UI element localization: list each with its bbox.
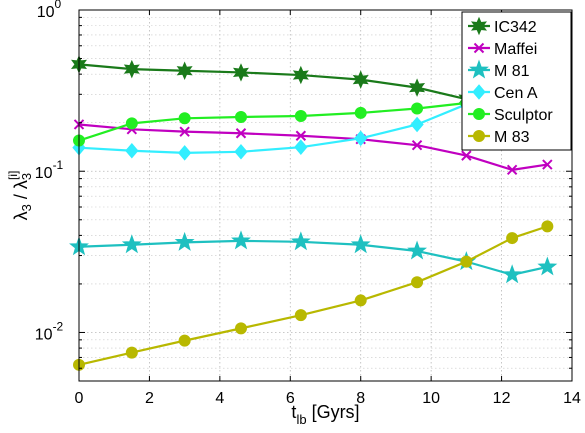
legend-item-sculptor: Sculptor <box>468 107 553 124</box>
data-point-maffei <box>461 150 472 161</box>
legend-marker <box>469 59 489 79</box>
x-tick-label: 8 <box>356 390 365 407</box>
legend-label: Sculptor <box>494 107 553 124</box>
tick-labels: 0 2 4 6 8 10 12 14 10-2 10-1 100 <box>35 0 581 407</box>
legend-label: Cen A <box>494 85 538 102</box>
data-point-sculptor <box>354 106 367 119</box>
legend-box <box>461 11 572 151</box>
y-axis-label-b-sup: [i] <box>6 171 20 180</box>
y-axis-label-b-sub: 3 <box>19 173 34 180</box>
data-point-maffei <box>235 128 247 139</box>
data-point-maffei <box>295 130 307 141</box>
data-point-maffei <box>179 126 190 137</box>
data-point-sculptor <box>178 112 191 125</box>
x-tick-label: 14 <box>563 390 581 407</box>
legend-marker <box>473 42 485 54</box>
x-axis-label-main: t <box>291 402 296 422</box>
series-sculptor <box>73 96 473 147</box>
x-axis-label: tlb [Gyrs] <box>291 402 359 427</box>
data-point-sculptor <box>411 102 424 115</box>
data-point-sculptor <box>294 110 307 123</box>
legend: IC342 Maffei M 81 Cen A Sculptor M 83 <box>461 11 572 151</box>
data-point-m-81 <box>121 234 142 254</box>
data-point-maffei <box>411 140 423 151</box>
series-m-81 <box>69 230 558 284</box>
x-axis-label-sub: lb <box>296 412 306 427</box>
legend-marker <box>472 84 486 100</box>
data-point-ic342 <box>292 65 309 85</box>
legend-label: M 83 <box>494 129 530 146</box>
data-point-sculptor <box>234 110 247 123</box>
plot-frame <box>78 9 573 382</box>
data-point-ic342 <box>176 61 193 80</box>
y-axis-label-b: λ <box>11 180 31 189</box>
y-tick-label: 10-1 <box>35 158 64 182</box>
series-line-sculptor <box>78 101 467 142</box>
data-point-ic342 <box>352 70 369 89</box>
x-tick-label: 4 <box>215 390 224 407</box>
series-layer <box>69 55 558 371</box>
y-axis-label-slash: / <box>11 189 31 204</box>
data-point-m-83 <box>460 255 473 268</box>
data-point-cen-a <box>125 142 139 159</box>
y-tick-label: 100 <box>37 0 62 21</box>
y-axis-label-a: λ <box>11 211 31 220</box>
series-ic342 <box>70 55 475 109</box>
data-point-cen-a <box>234 144 248 160</box>
data-point-ic342 <box>409 78 426 97</box>
x-axis-label-rest: [Gyrs] <box>307 402 360 422</box>
data-point-maffei <box>506 164 518 176</box>
data-point-ic342 <box>123 59 140 79</box>
legend-marker <box>473 130 485 142</box>
x-tick-label: 10 <box>422 390 440 407</box>
data-point-m-83 <box>354 294 367 307</box>
y-axis-label-a-sub: 3 <box>19 204 34 211</box>
legend-item-ic342: IC342 <box>468 16 537 36</box>
legend-item-m-81: M 81 <box>468 59 530 80</box>
legend-label: Maffei <box>494 41 537 58</box>
data-point-m-81 <box>174 231 195 251</box>
y-tick-label: 10-2 <box>35 319 64 343</box>
series-m-83 <box>73 220 554 371</box>
data-point-ic342 <box>232 63 249 82</box>
legend-item-m-83: M 83 <box>468 129 530 146</box>
data-point-m-81 <box>407 240 428 260</box>
data-point-sculptor <box>125 117 138 130</box>
series-line-m-81 <box>78 239 548 276</box>
x-tick-label: 0 <box>75 390 84 407</box>
data-point-m-83 <box>234 322 247 335</box>
legend-item-maffei: Maffei <box>468 41 537 58</box>
data-point-m-83 <box>294 309 307 322</box>
data-point-m-83 <box>178 334 191 347</box>
data-point-m-81 <box>537 256 558 276</box>
legend-item-cen-a: Cen A <box>468 84 538 102</box>
data-point-m-81 <box>231 230 251 250</box>
data-point-m-83 <box>541 220 554 233</box>
data-point-m-81 <box>290 231 311 251</box>
data-point-maffei <box>542 159 553 170</box>
series-line-cen-a <box>78 103 467 154</box>
data-point-cen-a <box>410 116 424 133</box>
series-line-m-83 <box>78 225 548 366</box>
data-point-m-81 <box>350 234 371 254</box>
data-point-cen-a <box>294 139 308 155</box>
y-axis-label: λ3 / λ3[i] <box>6 171 34 221</box>
data-point-m-83 <box>506 232 519 245</box>
data-point-m-83 <box>125 346 138 359</box>
data-point-m-83 <box>411 276 424 289</box>
data-point-cen-a <box>177 145 192 161</box>
series-line-maffei <box>78 123 548 171</box>
legend-label: M 81 <box>494 63 530 80</box>
legend-marker <box>473 108 485 120</box>
data-point-cen-a <box>354 130 368 147</box>
data-point-m-81 <box>502 264 523 284</box>
legend-label: IC342 <box>494 19 537 36</box>
legend-items: IC342 Maffei M 81 Cen A Sculptor M 83 <box>468 16 553 146</box>
x-tick-label: 2 <box>145 390 154 407</box>
series-line-ic342 <box>78 63 467 101</box>
x-tick-label: 6 <box>286 390 295 407</box>
x-tick-label: 12 <box>493 390 511 407</box>
legend-marker <box>470 16 488 36</box>
